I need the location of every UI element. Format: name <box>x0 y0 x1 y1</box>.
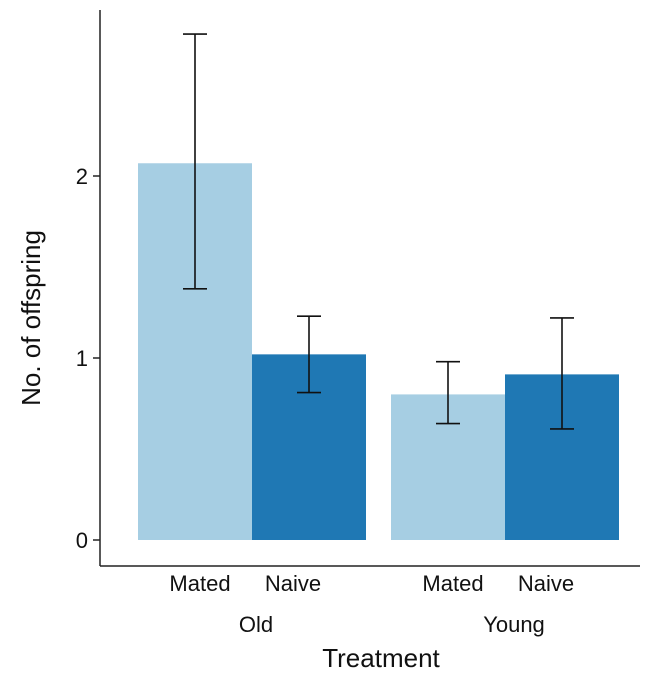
y-tick-label: 2 <box>76 164 88 189</box>
error-bar-young-naive <box>550 317 574 430</box>
category-label-young-naive: Naive <box>518 571 574 596</box>
category-label-young-mated: Mated <box>422 571 483 596</box>
category-label-old-naive: Naive <box>265 571 321 596</box>
y-axis-title: No. of offspring <box>16 230 46 406</box>
x-category-labels: Mated Naive Old Mated Naive Young <box>169 571 574 637</box>
y-tick-label: 0 <box>76 528 88 553</box>
category-label-old-mated: Mated <box>169 571 230 596</box>
x-axis-title: Treatment <box>322 643 440 673</box>
y-ticks: 0 1 2 <box>76 164 100 553</box>
group-label-young: Young <box>483 612 545 637</box>
group-label-old: Old <box>239 612 273 637</box>
y-tick-label: 1 <box>76 346 88 371</box>
error-bars-layer <box>183 33 574 430</box>
error-bar-old-mated <box>183 33 207 290</box>
error-bar-young-mated <box>436 360 460 425</box>
error-bar-old-naive <box>297 315 321 394</box>
bars-layer <box>138 163 619 540</box>
